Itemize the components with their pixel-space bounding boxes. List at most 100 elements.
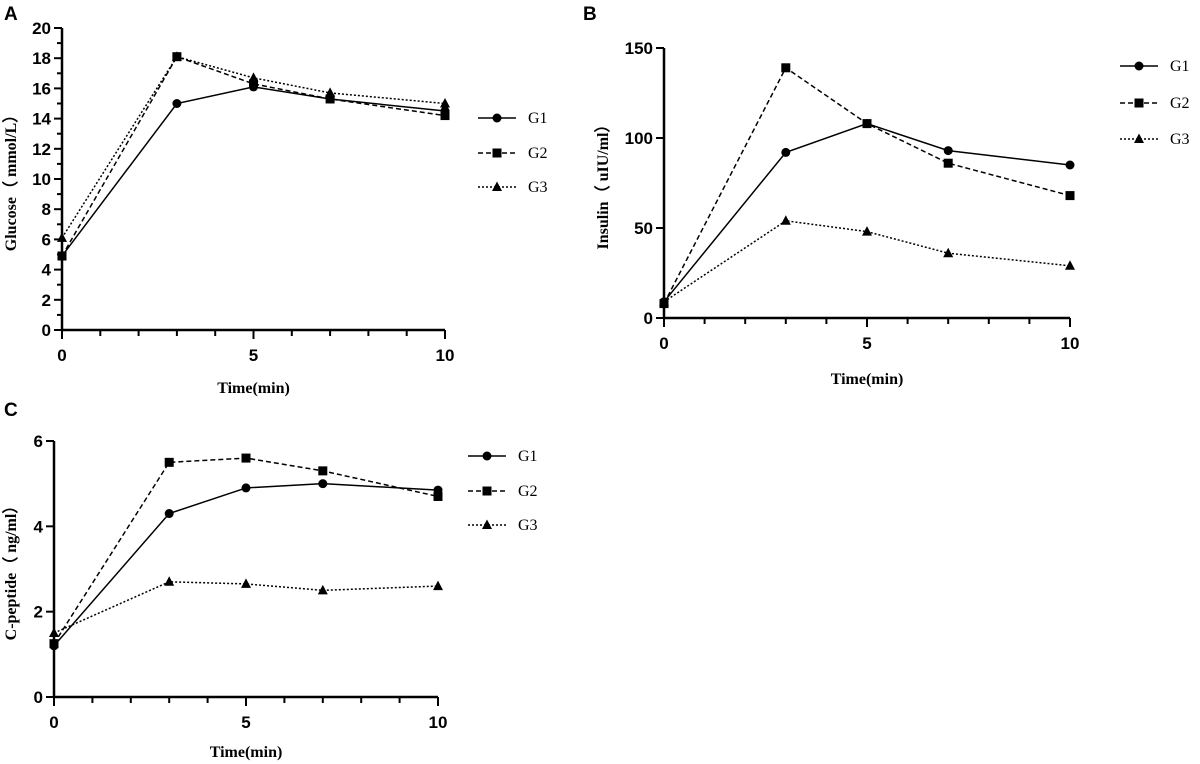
data-point [862, 226, 872, 236]
x-tick-label: 5 [241, 713, 250, 732]
data-point [1065, 260, 1075, 270]
y-tick-label: 4 [42, 261, 52, 280]
series-g2 [659, 63, 1075, 309]
y-tick-label: 20 [32, 19, 51, 38]
x-axis-label: Time(min) [210, 744, 283, 761]
panel-a: A Time(min) Glucose（ mmol/L） 0 5 10 0 2 4 6 8 10… [2, 4, 548, 397]
y-tick-label: 4 [34, 517, 44, 536]
data-point [862, 119, 872, 129]
legend-item-g2: G2 [1120, 95, 1190, 112]
data-point [318, 466, 328, 476]
legend-item-g1: G1 [468, 448, 538, 465]
legend-label: G1 [528, 110, 548, 127]
y-tick-label: 0 [644, 309, 653, 328]
panel-letter: B [583, 4, 597, 25]
series-g3 [49, 576, 443, 637]
x-tick-label: 0 [659, 334, 668, 353]
series-line [663, 66, 1071, 304]
series-line [61, 86, 446, 257]
legend-marker-icon [1134, 98, 1144, 108]
legend-marker-icon [492, 113, 502, 123]
data-point [172, 99, 182, 108]
data-point [318, 479, 328, 489]
y-tick-label: 18 [32, 49, 51, 68]
legend-item-g2: G2 [478, 145, 548, 162]
y-axis-label: Insulin（ uIU/ml） [594, 117, 612, 250]
y-tick-label: 12 [32, 140, 51, 159]
data-point [57, 251, 67, 261]
y-tick-label: 10 [32, 170, 51, 189]
y-axis-label: C-peptide（ ng/ml） [2, 498, 20, 641]
data-point [57, 232, 67, 242]
y-tick-label: 2 [42, 291, 51, 310]
series-g1 [57, 82, 450, 261]
x-tick-label: 5 [249, 346, 258, 365]
legend-item-g3: G3 [478, 179, 548, 196]
legend-label: G1 [1170, 58, 1190, 75]
data-point [943, 146, 953, 156]
series-g1 [49, 479, 443, 651]
legend-item-g1: G1 [478, 110, 548, 127]
x-tick-label: 0 [57, 346, 66, 365]
legend-item-g1: G1 [1120, 58, 1190, 75]
series-g1 [659, 119, 1075, 307]
x-tick-label: 10 [429, 713, 448, 732]
data-point [164, 576, 175, 586]
y-tick-label: 6 [42, 230, 51, 249]
series-g3 [57, 51, 450, 242]
data-point [1065, 191, 1075, 201]
series-g2 [49, 453, 443, 649]
legend-item-g2: G2 [468, 483, 538, 500]
legend-label: G1 [518, 448, 538, 465]
data-point [440, 98, 450, 108]
y-axis-label: Glucose（ mmol/L） [2, 107, 20, 251]
data-point [325, 87, 336, 97]
y-tick-label: 8 [42, 200, 51, 219]
panel-letter: A [4, 4, 18, 25]
panel-letter: C [4, 400, 18, 421]
y-tick-label: 16 [32, 79, 51, 98]
data-point [164, 509, 174, 519]
x-tick-label: 5 [862, 334, 871, 353]
y-tick-label: 50 [634, 219, 653, 238]
x-tick-label: 10 [436, 346, 455, 365]
data-point [249, 79, 258, 89]
y-tick-label: 0 [34, 688, 43, 707]
data-point [241, 578, 251, 588]
legend-marker-icon [492, 148, 502, 158]
y-tick-label: 100 [625, 129, 653, 148]
series-line [53, 581, 439, 634]
data-point [1065, 160, 1075, 170]
data-point [781, 147, 791, 157]
legend-marker-icon [482, 451, 492, 461]
data-point [943, 247, 954, 258]
data-point [780, 215, 791, 225]
data-point [171, 51, 182, 61]
data-point [659, 296, 669, 306]
y-tick-label: 14 [32, 110, 51, 129]
data-point [325, 94, 335, 104]
x-axis-label: Time(min) [217, 380, 290, 397]
data-point [317, 584, 328, 595]
legend-label: G2 [518, 483, 538, 500]
data-point [164, 457, 174, 467]
panel-c: C Time(min) C-peptide（ ng/ml） 0 5 10 0 2 4 6 G1… [2, 400, 538, 761]
series-line [53, 482, 439, 647]
series-g2 [57, 52, 450, 261]
x-axis-label: Time(min) [831, 371, 904, 388]
series-line [663, 122, 1071, 303]
data-point [49, 639, 59, 649]
y-tick-label: 6 [34, 432, 43, 451]
data-point [241, 453, 251, 463]
y-tick-label: 150 [625, 39, 653, 58]
legend-item-g3: G3 [1120, 131, 1190, 148]
x-tick-label: 10 [1061, 334, 1080, 353]
x-tick-label: 0 [49, 713, 58, 732]
y-tick-label: 0 [42, 321, 51, 340]
data-point [433, 491, 443, 501]
series-g3 [659, 215, 1075, 306]
y-tick-label: 2 [34, 603, 43, 622]
series-line [61, 55, 446, 257]
legend-label: G2 [1170, 95, 1190, 112]
